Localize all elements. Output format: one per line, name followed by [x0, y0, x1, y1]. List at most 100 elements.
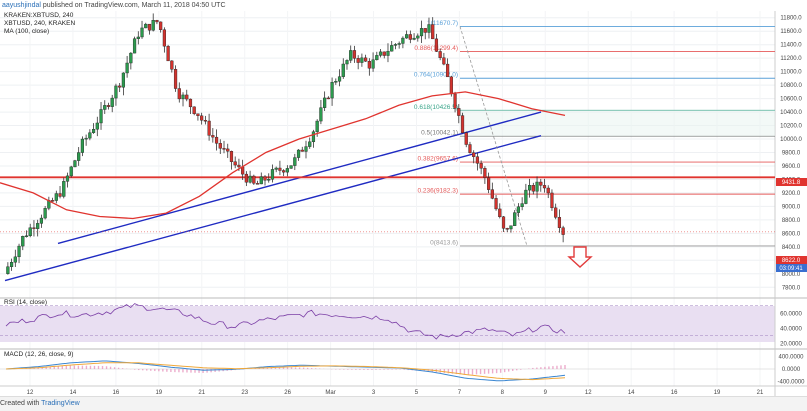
candle-body	[65, 175, 70, 182]
candle-body	[13, 256, 17, 263]
candle-body	[103, 105, 107, 110]
candle-body	[77, 152, 81, 161]
candle-body	[177, 88, 181, 100]
candle-body	[453, 93, 457, 109]
price-tick-label: 8800.0	[782, 218, 801, 224]
candle-body	[110, 97, 114, 107]
candle-body	[129, 52, 133, 64]
trend-line-lower	[4, 134, 542, 282]
candle-body	[196, 113, 200, 117]
fib-level-label: 0.618(10426.5)	[414, 104, 458, 111]
candle-body	[554, 207, 558, 218]
candle-body	[483, 168, 487, 178]
price-tick-label: 11200.0	[780, 56, 802, 62]
overlay-lines[interactable]	[0, 26, 775, 282]
rsi-tick-label: 20.0000	[780, 341, 802, 347]
candle-body	[349, 50, 353, 61]
candle-body	[378, 51, 383, 56]
price-tick-label: 9200.0	[782, 191, 801, 197]
candle-body	[546, 187, 550, 194]
rsi-tick-label: 60.0000	[780, 311, 802, 317]
candle-body	[527, 185, 532, 191]
price-tick-label: 10800.0	[780, 83, 802, 89]
candle-body	[542, 185, 547, 189]
candle-body	[345, 60, 349, 65]
price-chart[interactable]: 1(11670.7)0.886(11299.4)0.764(10902.0)0.…	[0, 11, 807, 396]
candlestick-series[interactable]	[6, 13, 565, 275]
candle-body	[62, 181, 66, 197]
time-tick-label: 12	[585, 390, 592, 396]
candle-body	[263, 176, 267, 181]
macd-tick-label: 400.0000	[778, 355, 804, 361]
legend-macd: MACD (12, 26, close, 9)	[4, 351, 73, 358]
rsi-series[interactable]	[0, 303, 775, 340]
fib-level-label: 0.382(9657.6)	[418, 156, 458, 163]
current-price-label: 8622.0	[782, 258, 801, 264]
candle-body	[188, 98, 193, 108]
candle-body	[80, 138, 84, 153]
time-tick-label: 3	[372, 390, 376, 396]
candle-body	[255, 183, 260, 185]
ma100-line	[0, 91, 566, 220]
candle-body	[214, 136, 219, 144]
candle-body	[69, 166, 73, 177]
candle-body	[241, 166, 245, 175]
candle-body	[203, 120, 207, 122]
time-tick-label: 16	[113, 390, 120, 396]
candle-body	[539, 181, 543, 186]
moving-average-line[interactable]	[0, 91, 566, 220]
fib-level-label: 0.5(10042.1)	[421, 130, 458, 137]
macd-series[interactable]	[0, 360, 775, 382]
macd-tick-label: -400.0000	[777, 380, 805, 386]
author-link[interactable]: aayushjindal	[2, 2, 41, 9]
candle-body	[144, 23, 148, 29]
candle-body	[125, 62, 129, 74]
candle-body	[516, 206, 521, 213]
time-tick-label: Mar	[325, 390, 335, 396]
candle-body	[524, 189, 528, 204]
time-axis: 12 14 16 19 21 23 26 Mar 3 5 7 8 9 12 14 16 19 21	[27, 390, 764, 396]
candle-body	[464, 132, 468, 145]
candle-body	[50, 200, 55, 202]
candle-body	[6, 266, 10, 274]
candle-body	[315, 120, 319, 132]
candle-body	[442, 57, 446, 65]
down-arrow-icon	[567, 246, 593, 268]
legend-rsi: RSI (14, close)	[4, 299, 47, 306]
price-tick-label: 10600.0	[780, 97, 802, 103]
rsi-band	[0, 306, 775, 342]
candle-body	[17, 245, 21, 258]
candle-body	[375, 55, 379, 61]
candle-body	[155, 20, 159, 23]
candle-body	[132, 38, 137, 54]
candle-body	[181, 94, 185, 100]
candle-body	[479, 163, 483, 169]
price-tick-label: 9600.0	[782, 164, 801, 170]
price-tick-label: 9800.0	[782, 151, 801, 157]
tradingview-logo[interactable]: TradingView	[41, 400, 80, 407]
candle-body	[382, 51, 386, 56]
price-tick-label: 8000.0	[782, 272, 801, 278]
candle-body	[166, 45, 170, 62]
candle-body	[88, 132, 92, 139]
candle-body	[192, 106, 196, 114]
candle-body	[326, 97, 330, 100]
time-tick-label: 5	[415, 390, 419, 396]
candle-body	[282, 170, 286, 173]
candle-body	[360, 57, 364, 63]
footer-created: Created with	[0, 400, 40, 407]
candle-body	[118, 85, 122, 88]
candle-body	[434, 38, 439, 52]
price-tick-label: 10200.0	[780, 124, 802, 130]
price-tick-label: 11600.0	[780, 29, 802, 35]
legend-symbol: KRAKEN:XBTUSD, 240	[4, 12, 74, 19]
candle-body	[300, 149, 304, 152]
candle-body	[419, 28, 424, 37]
candle-body	[170, 60, 174, 70]
fibonacci-retracement[interactable]: 1(11670.7)0.886(11299.4)0.764(10902.0)0.…	[414, 20, 775, 246]
candle-body	[226, 148, 230, 152]
candle-body	[147, 23, 152, 31]
time-tick-label: 21	[757, 390, 764, 396]
time-tick-label: 19	[155, 390, 162, 396]
candle-body	[39, 217, 44, 224]
